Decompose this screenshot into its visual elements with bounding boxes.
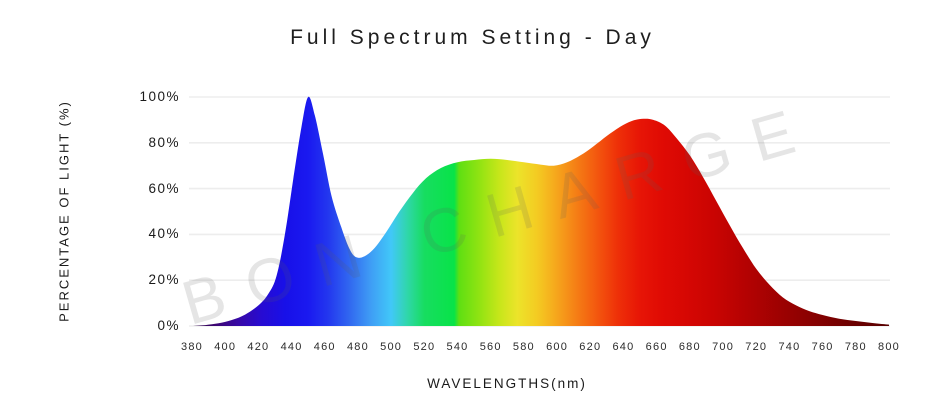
x-tick-label: 400 [214, 341, 237, 353]
x-tick-label: 640 [612, 341, 635, 353]
y-tick-label: 40% [148, 226, 180, 242]
x-tick-label: 520 [413, 341, 436, 353]
x-tick-label: 380 [181, 341, 203, 353]
x-axis-label: WAVELENGTHS(nm) [427, 376, 587, 391]
x-tick-label: 720 [745, 341, 768, 353]
x-tick-label: 500 [380, 341, 403, 353]
y-tick-label: 60% [148, 180, 180, 196]
x-tick-label: 600 [546, 341, 569, 353]
x-tick-label: 580 [512, 341, 535, 353]
x-tick-label: 420 [247, 341, 270, 353]
x-tick-label: 760 [811, 341, 834, 353]
x-tick-label: 620 [579, 341, 602, 353]
x-tick-label: 660 [645, 341, 668, 353]
x-tick-label: 440 [280, 341, 303, 353]
y-tick-label: 80% [148, 134, 180, 150]
x-tick-label: 680 [678, 341, 701, 353]
x-tick-label: 540 [446, 341, 469, 353]
x-tick-label: 780 [844, 341, 867, 353]
x-tick-label: 480 [346, 341, 369, 353]
x-tick-label: 740 [778, 341, 801, 353]
y-tick-label: 20% [148, 272, 180, 288]
x-tick-label: 560 [479, 341, 502, 353]
chart-title: Full Spectrum Setting - Day [290, 26, 655, 49]
y-tick-label: 0% [157, 318, 180, 333]
y-tick-label: 100% [139, 89, 180, 104]
x-tick-label: 800 [878, 341, 900, 353]
spectrum-area [192, 96, 889, 326]
x-tick-label: 460 [313, 341, 336, 353]
x-tick-label: 700 [712, 341, 735, 353]
